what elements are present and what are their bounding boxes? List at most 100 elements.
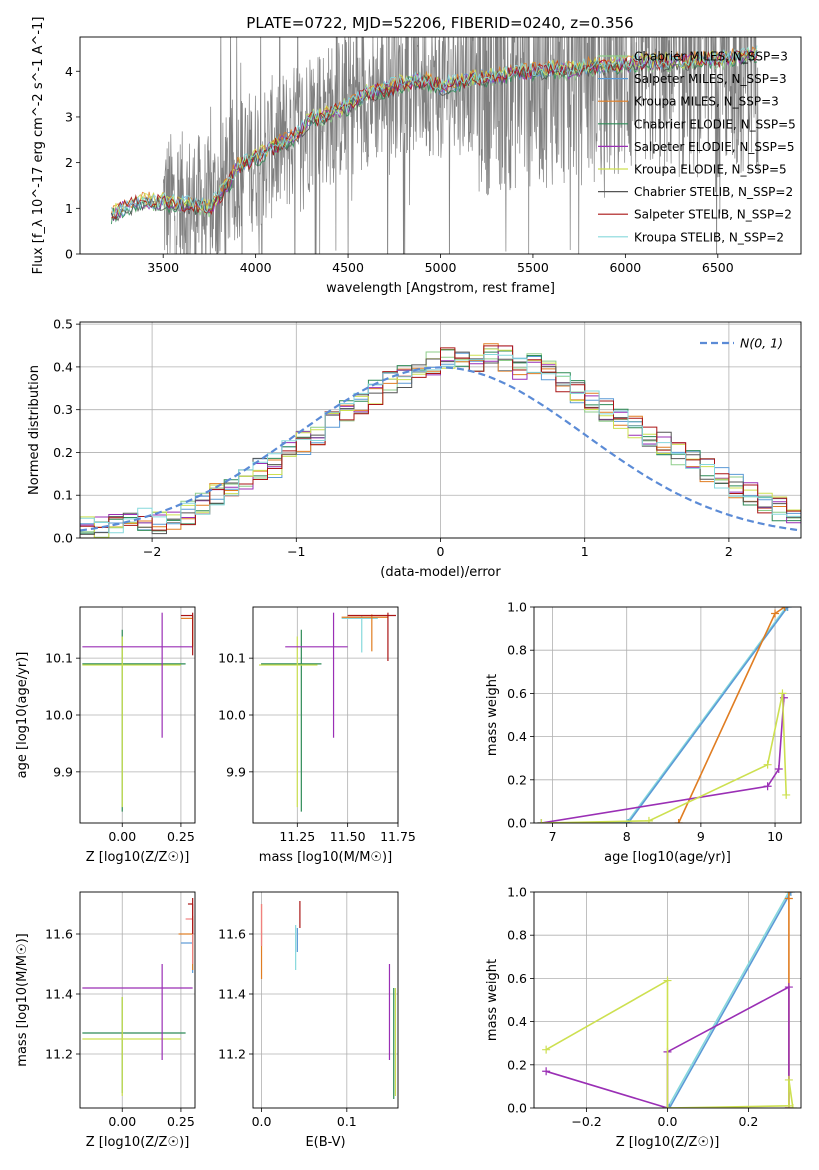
x-tick-label: 3500 — [147, 260, 179, 275]
gaussian-curve — [80, 366, 801, 532]
x-tick-label: 0 — [437, 544, 445, 559]
mass-weight-marker — [784, 892, 793, 896]
x-tick-label: −2 — [143, 544, 161, 559]
mass-weight-line — [668, 892, 792, 1108]
y-tick-label: 0.2 — [53, 445, 73, 460]
x-tick-label: 7 — [549, 829, 557, 844]
x-tick-label: 5500 — [517, 260, 549, 275]
x-tick-label: 0.0 — [658, 1114, 678, 1129]
y-tick-label: 11.4 — [45, 987, 73, 1002]
mass-weight-marker — [784, 1075, 793, 1084]
y-tick-label: 11.2 — [45, 1047, 73, 1062]
mass-weight-marker — [537, 819, 546, 823]
legend-label: Kroupa MILES, N_SSP=3 — [634, 95, 779, 109]
x-tick-label: 1 — [581, 544, 589, 559]
mass-weight-line — [541, 607, 789, 823]
x-tick-label: 11.50 — [330, 829, 366, 844]
x-axis-label: Z [log10(Z/Z☉)] — [86, 850, 190, 865]
panel-5: 7 8 9 10 0.0 0.2 0.4 0.6 0.8 1.0 age [log10(age/yr… — [485, 600, 802, 865]
mass-weight-marker — [784, 1101, 793, 1108]
panel-6: 0.00 0.25 11.2 11.4 11.6 Z [log10(Z/Z☉)] mass … — [15, 891, 196, 1150]
histogram-step-line — [80, 345, 801, 538]
x-axis-label: wavelength [Angstrom, rest frame] — [326, 281, 555, 296]
mass-weight-marker — [542, 1067, 551, 1076]
legend-label: Chabrier STELIB, N_SSP=2 — [634, 185, 793, 199]
y-tick-label: 10.1 — [45, 651, 73, 666]
x-tick-label: 0.00 — [108, 829, 136, 844]
x-tick-label: 9 — [697, 829, 705, 844]
y-tick-label: 0.8 — [507, 928, 527, 943]
figure-title: PLATE=0722, MJD=52206, FIBERID=0240, z=0… — [246, 14, 633, 32]
y-tick-label: 0.4 — [507, 1014, 527, 1029]
mass-weight-marker — [786, 892, 795, 896]
legend-label: Chabrier MILES, N_SSP=3 — [634, 50, 788, 64]
panel-3: 0.00 0.25 9.9 10.0 10.1 Z [log10(Z/Z☉)] age [l… — [15, 606, 196, 865]
y-tick-label: 10.0 — [45, 708, 73, 723]
plot-area-6 — [82, 898, 194, 1096]
y-tick-label: 0.2 — [507, 1057, 527, 1072]
legend-label: Kroupa ELODIE, N_SSP=5 — [634, 163, 787, 177]
mass-weight-marker — [774, 765, 783, 773]
mass-weight-marker — [663, 976, 672, 985]
plot-area-5 — [537, 607, 792, 823]
x-tick-label: 4500 — [332, 260, 364, 275]
mass-weight-marker — [644, 816, 653, 823]
axes-frame — [533, 891, 802, 1109]
legend-label: Kroupa STELIB, N_SSP=2 — [634, 230, 784, 244]
mass-weight-marker — [663, 1104, 672, 1108]
x-tick-label: 11.75 — [380, 829, 416, 844]
y-tick-label: 1.0 — [507, 885, 527, 900]
x-tick-label: −1 — [287, 544, 305, 559]
x-tick-label: 10 — [767, 829, 783, 844]
legend-label: N(0, 1) — [740, 336, 783, 351]
legend-label: Salpeter STELIB, N_SSP=2 — [634, 208, 792, 222]
y-axis-label: mass [log10(M/M☉)] — [15, 933, 30, 1066]
axes-frame — [79, 891, 196, 1109]
mass-weight-marker — [763, 782, 772, 791]
axes-frame — [533, 606, 802, 824]
panel-8: −0.2 0.0 0.2 0.0 0.2 0.4 0.6 0.8 1.0 Z [log10(Z/Z… — [485, 885, 802, 1150]
mass-weight-line — [666, 892, 790, 1108]
x-axis-label: mass [log10(M/M☉)] — [259, 850, 392, 865]
y-tick-label: 0.0 — [507, 1101, 527, 1116]
legend-label: Salpeter MILES, N_SSP=3 — [634, 72, 787, 86]
mass-weight-line — [541, 697, 785, 823]
x-axis-label: age [log10(age/yr)] — [604, 850, 731, 865]
mass-weight-marker — [763, 760, 772, 769]
mass-weight-line — [541, 607, 787, 823]
mass-weight-marker — [674, 819, 683, 823]
y-tick-label: 11.6 — [218, 927, 246, 942]
y-tick-label: 10.1 — [218, 651, 246, 666]
plot-area-8 — [542, 892, 797, 1108]
y-tick-label: 0 — [65, 247, 73, 262]
y-tick-label: 1.0 — [507, 600, 527, 615]
panel-2: −2 −1 0 1 2 0.0 0.1 0.2 0.3 0.4 0.5 (data-model)/er… — [27, 317, 802, 580]
x-tick-label: 4000 — [240, 260, 272, 275]
y-axis-label: mass weight — [485, 674, 500, 756]
plot-area-7 — [260, 901, 397, 1099]
plot-area-4 — [259, 612, 396, 812]
y-axis-label: Flux [f_λ 10^-17 erg cm^-2 s^-1 A^-1] — [31, 17, 46, 275]
mass-weight-line — [677, 607, 786, 823]
y-tick-label: 11.4 — [218, 987, 246, 1002]
axes-frame — [252, 891, 399, 1109]
y-tick-label: 0.8 — [507, 643, 527, 658]
mass-weight-marker — [784, 983, 793, 992]
y-tick-label: 0.6 — [507, 686, 527, 701]
mass-weight-marker — [665, 1104, 674, 1108]
y-tick-label: 0.1 — [53, 488, 73, 503]
mass-weight-marker — [771, 609, 780, 618]
plot-area-3 — [82, 612, 194, 812]
y-tick-label: 0.2 — [507, 772, 527, 787]
mass-weight-marker — [624, 819, 633, 823]
y-tick-label: 0.3 — [53, 402, 73, 417]
x-tick-label: 0.2 — [738, 1114, 758, 1129]
x-tick-label: 0.00 — [108, 1114, 136, 1129]
y-tick-label: 0.4 — [507, 729, 527, 744]
x-axis-label: E(B-V) — [305, 1135, 345, 1150]
mass-weight-marker — [542, 1045, 551, 1054]
axes-frame — [79, 36, 802, 255]
y-tick-label: 1 — [65, 201, 73, 216]
y-tick-label: 10.0 — [218, 708, 246, 723]
